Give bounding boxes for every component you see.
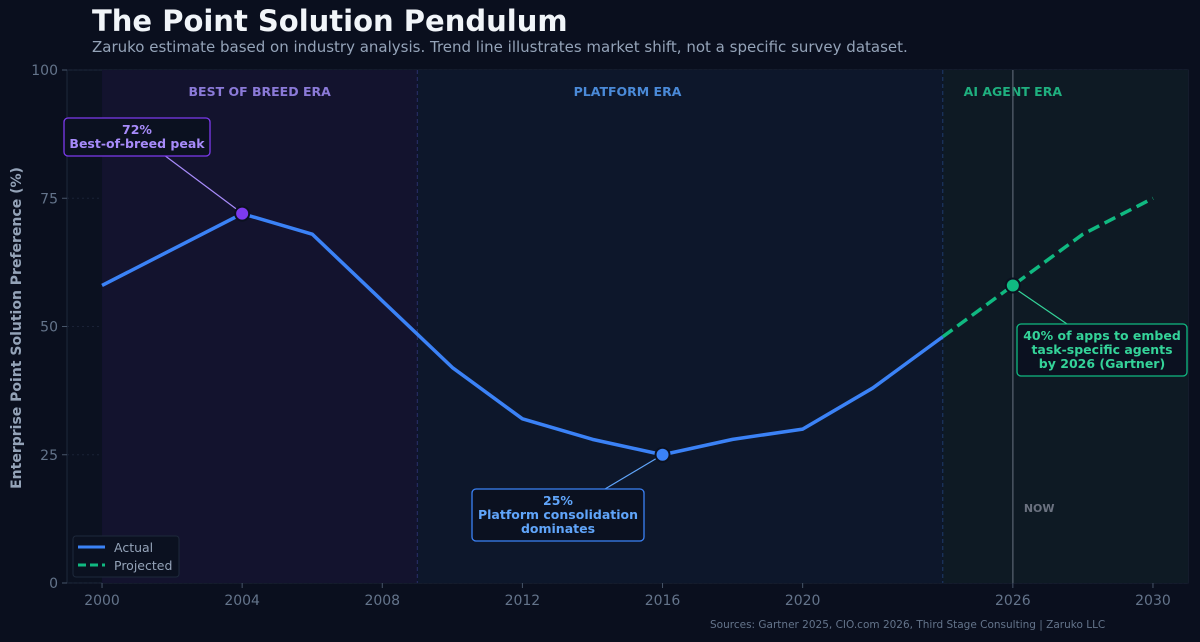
x-tick-label: 2008 xyxy=(364,593,400,609)
annotation-arrow xyxy=(163,154,238,211)
era-label: PLATFORM ERA xyxy=(574,84,682,99)
x-tick-label: 2000 xyxy=(84,593,120,609)
chart-title: The Point Solution Pendulum xyxy=(92,4,568,38)
annotation-text: 25% xyxy=(543,493,573,508)
annotation-text: 40% of apps to embed xyxy=(1023,328,1181,343)
annotation-text: Best-of-breed peak xyxy=(69,136,205,151)
x-tick-label: 2004 xyxy=(224,593,260,609)
x-tick-label: 2020 xyxy=(785,593,821,609)
legend-label: Projected xyxy=(114,558,172,573)
x-tick-label: 2012 xyxy=(505,593,541,609)
annotation-marker xyxy=(234,205,251,222)
annotation-text: task-specific agents xyxy=(1031,342,1172,357)
series-line-projected xyxy=(941,196,1154,339)
series-line-actual xyxy=(101,211,944,457)
x-tick-label: 2016 xyxy=(645,593,681,609)
x-tick-label: 2026 xyxy=(995,593,1031,609)
annotation-box xyxy=(471,488,645,542)
annotation-text: dominates xyxy=(521,521,595,536)
annotation-marker xyxy=(1004,277,1021,294)
era-label: BEST OF BREED ERA xyxy=(189,84,332,99)
annotation-box xyxy=(1016,323,1188,377)
annotation-arrow xyxy=(1017,289,1068,325)
annotation-text: 72% xyxy=(122,122,152,137)
annotation-box xyxy=(63,117,211,157)
annotation-text: Platform consolidation xyxy=(478,507,638,522)
y-tick-label: 100 xyxy=(31,63,58,79)
now-label: NOW xyxy=(1024,502,1055,515)
annotation-arrow xyxy=(604,457,658,490)
sources-note: Sources: Gartner 2025, CIO.com 2026, Thi… xyxy=(710,619,1106,631)
annotation-text: by 2026 (Gartner) xyxy=(1039,356,1165,371)
y-axis-label: Enterprise Point Solution Preference (%) xyxy=(9,167,25,489)
legend-label: Actual xyxy=(114,540,153,555)
y-tick-label: 25 xyxy=(40,448,58,464)
legend: Actual Projected xyxy=(72,535,180,578)
y-tick-label: 75 xyxy=(40,191,58,207)
annotation-marker xyxy=(654,446,671,463)
chart-subtitle: Zaruko estimate based on industry analys… xyxy=(92,38,908,56)
x-tick-label: 2030 xyxy=(1135,593,1171,609)
y-tick-label: 50 xyxy=(40,320,58,336)
y-tick-label: 0 xyxy=(49,576,58,592)
